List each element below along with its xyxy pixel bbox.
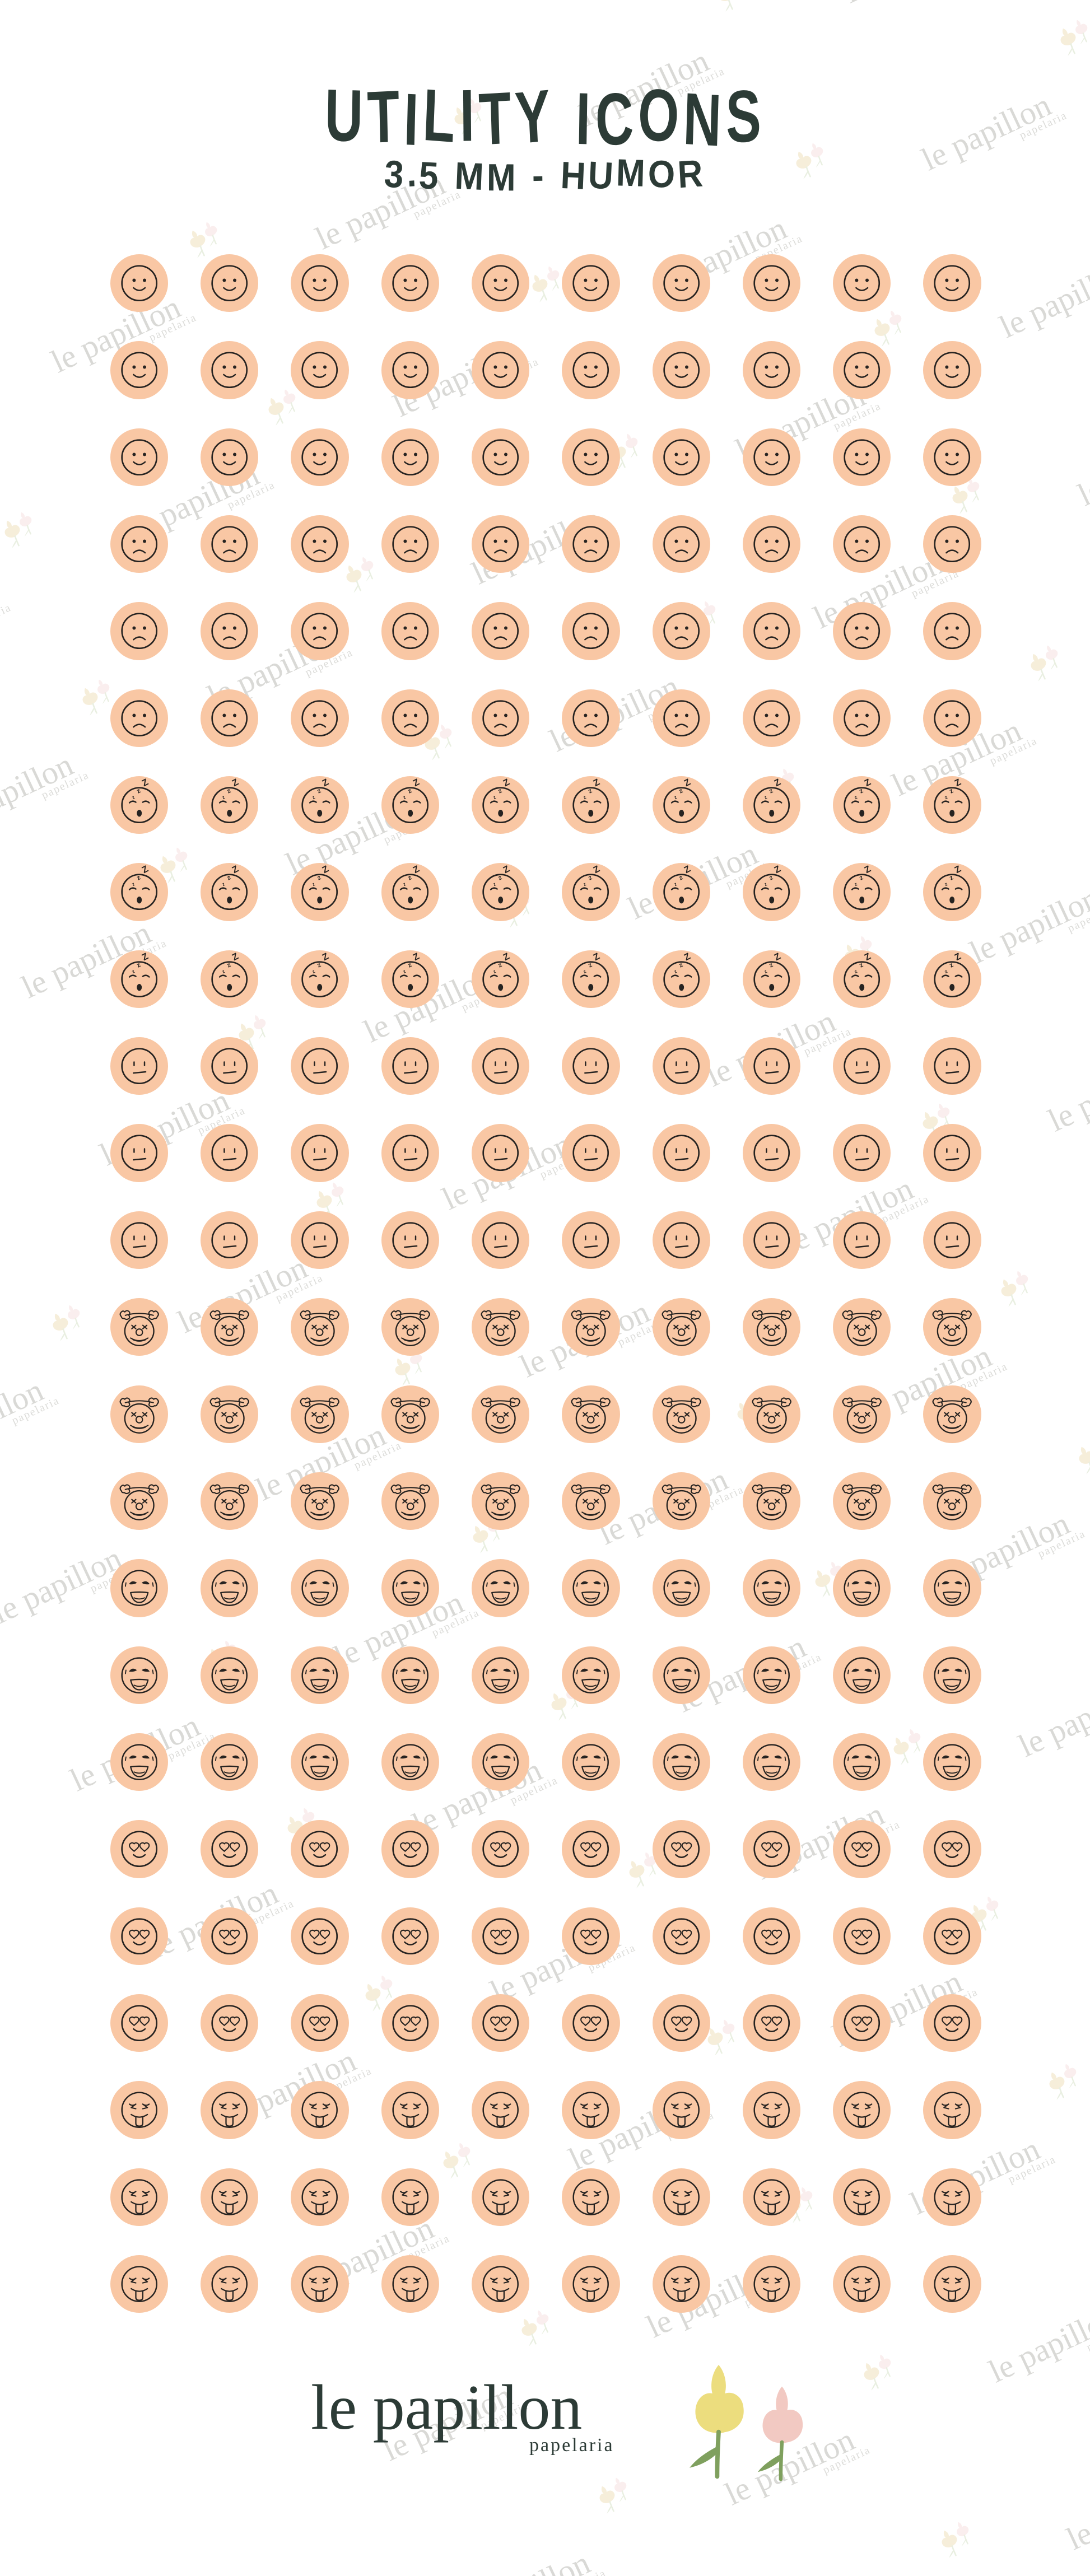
- svg-text:Z: Z: [501, 864, 511, 876]
- svg-text:z: z: [944, 968, 949, 974]
- svg-text:z: z: [131, 794, 136, 800]
- svg-text:z: z: [311, 794, 316, 800]
- svg-text:z: z: [673, 968, 678, 974]
- svg-text:z: z: [854, 968, 859, 974]
- svg-text:z: z: [402, 881, 407, 887]
- svg-text:Z: Z: [953, 864, 963, 876]
- svg-text:Z: Z: [320, 864, 330, 876]
- svg-text:Z: Z: [953, 777, 963, 789]
- svg-text:Z: Z: [230, 950, 240, 963]
- svg-text:Z: Z: [140, 950, 150, 963]
- svg-text:Z: Z: [863, 777, 873, 789]
- svg-text:Z: Z: [411, 777, 421, 789]
- svg-text:z: z: [944, 881, 949, 887]
- svg-text:Z: Z: [953, 950, 963, 963]
- svg-text:z: z: [583, 794, 588, 800]
- svg-text:z: z: [854, 794, 859, 800]
- svg-text:Z: Z: [140, 864, 150, 876]
- svg-text:z: z: [854, 881, 859, 887]
- svg-text:z: z: [402, 968, 407, 974]
- svg-text:Z: Z: [501, 950, 511, 963]
- svg-text:Z: Z: [411, 864, 421, 876]
- svg-text:Z: Z: [320, 950, 330, 963]
- svg-text:Z: Z: [863, 864, 873, 876]
- svg-text:z: z: [763, 794, 768, 800]
- svg-text:Z: Z: [591, 950, 602, 963]
- svg-text:Z: Z: [140, 777, 150, 789]
- svg-text:Z: Z: [501, 777, 511, 789]
- svg-text:z: z: [221, 881, 226, 887]
- svg-text:Z: Z: [682, 777, 692, 789]
- svg-text:Z: Z: [320, 777, 330, 789]
- svg-text:z: z: [492, 968, 497, 974]
- svg-text:Z: Z: [772, 950, 782, 963]
- svg-text:Z: Z: [682, 864, 692, 876]
- svg-text:z: z: [763, 968, 768, 974]
- svg-text:z: z: [402, 794, 407, 800]
- svg-text:Z: Z: [591, 864, 602, 876]
- svg-text:z: z: [131, 881, 136, 887]
- svg-text:z: z: [763, 881, 768, 887]
- svg-text:Z: Z: [230, 864, 240, 876]
- svg-text:z: z: [221, 794, 226, 800]
- svg-text:z: z: [131, 968, 136, 974]
- svg-text:Z: Z: [863, 950, 873, 963]
- svg-text:z: z: [944, 794, 949, 800]
- svg-text:z: z: [311, 881, 316, 887]
- svg-text:Z: Z: [772, 777, 782, 789]
- svg-text:z: z: [221, 968, 226, 974]
- svg-text:Z: Z: [772, 864, 782, 876]
- svg-text:z: z: [583, 968, 588, 974]
- svg-text:z: z: [492, 794, 497, 800]
- svg-text:z: z: [583, 881, 588, 887]
- svg-text:Z: Z: [230, 777, 240, 789]
- svg-text:Z: Z: [591, 777, 602, 789]
- svg-text:Z: Z: [682, 950, 692, 963]
- svg-text:z: z: [311, 968, 316, 974]
- svg-text:z: z: [492, 881, 497, 887]
- svg-text:z: z: [673, 881, 678, 887]
- svg-text:Z: Z: [411, 950, 421, 963]
- svg-text:z: z: [673, 794, 678, 800]
